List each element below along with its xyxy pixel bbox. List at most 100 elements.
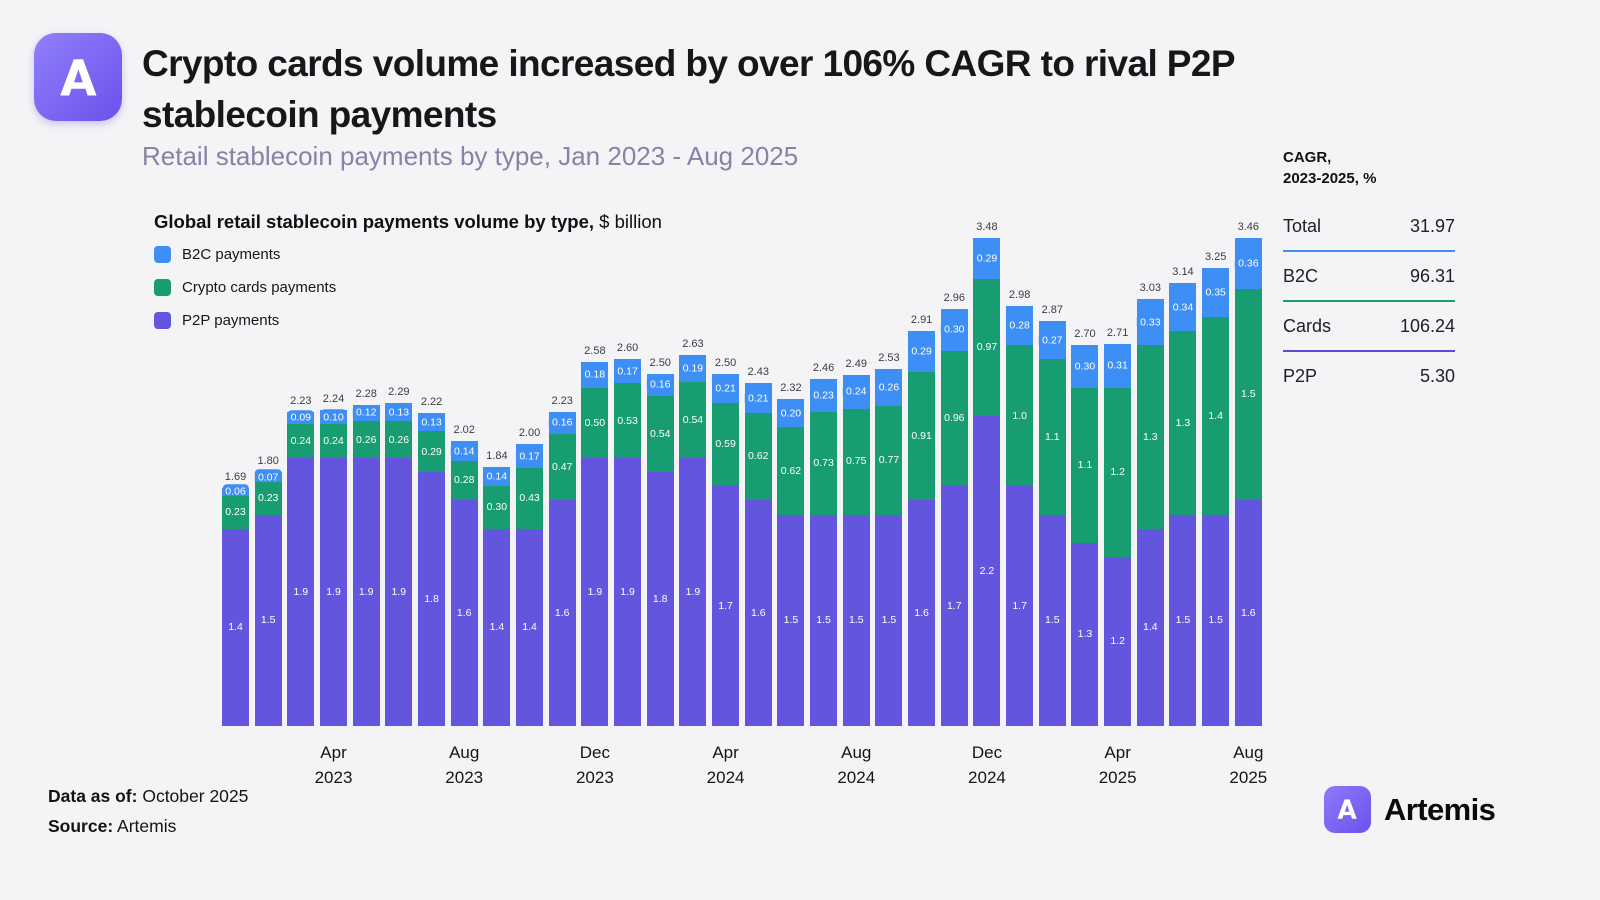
cagr-row-label: Total bbox=[1283, 216, 1322, 236]
segment-p2p: 1.9 bbox=[581, 458, 609, 726]
artemis-logo bbox=[34, 33, 122, 121]
legend-label-b2c: B2C payments bbox=[182, 246, 281, 263]
segment-b2c: 0.13 bbox=[418, 413, 446, 432]
bar-column-24: 3.48 0.29 0.97 2.2 bbox=[973, 221, 1001, 726]
segment-cards: 0.50 bbox=[581, 387, 609, 459]
segment-p2p: 1.7 bbox=[940, 486, 968, 726]
legend-item-b2c: B2C payments bbox=[154, 246, 336, 263]
axis-slot: Apr 2023 bbox=[315, 740, 353, 798]
bar-column-6: 2.29 0.13 0.26 1.9 bbox=[385, 386, 413, 726]
segment-b2c: 0.17 bbox=[516, 444, 544, 469]
segment-value-label: 0.24 bbox=[843, 384, 870, 400]
segment-cards: 0.23 bbox=[222, 496, 249, 529]
bar-total-label: 1.69 bbox=[224, 470, 247, 483]
segment-value-label: 0.17 bbox=[614, 363, 641, 380]
segment-value-label: 0.17 bbox=[516, 448, 543, 464]
segment-value-label: 1.1 bbox=[1044, 430, 1060, 443]
bar-total-label: 2.00 bbox=[518, 427, 541, 440]
cagr-row-b2c: B2C 96.31 bbox=[1283, 252, 1455, 300]
segment-value-label: 0.16 bbox=[549, 415, 576, 431]
bar-total-label: 1.80 bbox=[257, 455, 279, 468]
page-title-line2: stablecoin payments bbox=[142, 94, 497, 136]
segment-value-label: 0.16 bbox=[647, 377, 674, 393]
segment-value-label: 0.21 bbox=[712, 380, 739, 397]
chart-heading: Global retail stablecoin payments volume… bbox=[154, 211, 662, 233]
segment-value-label: 1.7 bbox=[1012, 599, 1027, 612]
segment-cards: 0.24 bbox=[320, 424, 348, 459]
bar-total-label: 3.14 bbox=[1172, 266, 1194, 279]
segment-value-label: 1.6 bbox=[554, 606, 570, 619]
segment-value-label: 1.6 bbox=[750, 606, 766, 619]
segment-cards: 0.96 bbox=[940, 350, 968, 487]
segment-cards: 0.54 bbox=[679, 382, 707, 459]
bar-column-22: 2.91 0.29 0.91 1.6 bbox=[908, 314, 936, 726]
segment-b2c: 0.16 bbox=[646, 373, 674, 397]
source: Source: Artemis bbox=[48, 816, 176, 837]
segment-b2c: 0.14 bbox=[450, 441, 478, 461]
bar-column-30: 3.14 0.34 1.3 1.5 bbox=[1169, 266, 1197, 726]
segment-p2p: 1.4 bbox=[1136, 528, 1164, 726]
bar-column-13: 2.60 0.17 0.53 1.9 bbox=[614, 342, 642, 726]
segment-cards: 0.28 bbox=[450, 460, 478, 501]
cagr-divider bbox=[1283, 300, 1455, 302]
axis-slot bbox=[1071, 740, 1098, 798]
axis-slot bbox=[1137, 740, 1164, 798]
bar-column-4: 2.24 0.10 0.24 1.9 bbox=[320, 393, 348, 726]
segment-value-label: 0.30 bbox=[1071, 358, 1099, 375]
axis-slot bbox=[287, 740, 314, 798]
b2c-swatch-icon bbox=[154, 246, 171, 263]
bar-column-29: 3.03 0.33 1.3 1.4 bbox=[1136, 282, 1164, 726]
bar-column-21: 2.53 0.26 0.77 1.5 bbox=[875, 352, 903, 726]
segment-value-label: 0.31 bbox=[1104, 358, 1131, 374]
x-tick-label: Apr 2024 bbox=[706, 743, 745, 787]
segment-value-label: 1.5 bbox=[816, 614, 831, 626]
segment-value-label: 1.0 bbox=[1012, 409, 1027, 422]
segment-value-label: 0.62 bbox=[780, 464, 802, 477]
segment-value-label: 0.28 bbox=[1006, 317, 1033, 334]
segment-p2p: 1.5 bbox=[810, 514, 838, 726]
segment-value-label: 0.26 bbox=[388, 433, 410, 446]
axis-slot bbox=[1039, 740, 1066, 798]
segment-p2p: 1.4 bbox=[516, 528, 544, 726]
axis-slot bbox=[255, 740, 282, 798]
page-subtitle: Retail stablecoin payments by type, Jan … bbox=[142, 141, 799, 171]
cagr-row-cards: Cards 106.24 bbox=[1283, 302, 1455, 350]
x-axis: Apr 2023 Aug 2023 Dec 2023 Apr 2024 Aug 2024 Dec 20… bbox=[222, 740, 1268, 798]
bar-column-16: 2.50 0.21 0.59 1.7 bbox=[712, 357, 740, 726]
segment-value-label: 1.5 bbox=[1044, 614, 1060, 626]
bar-total-label: 2.22 bbox=[420, 396, 443, 409]
bar-column-1: 1.69 0.06 0.23 1.4 bbox=[222, 471, 249, 726]
chart-legend: B2C payments Crypto cards payments P2P p… bbox=[154, 246, 336, 329]
segment-value-label: 1.9 bbox=[587, 585, 603, 598]
segment-p2p: 1.5 bbox=[1169, 514, 1197, 726]
segment-value-label: 1.5 bbox=[260, 614, 276, 626]
bar-column-9: 1.84 0.14 0.30 1.4 bbox=[483, 450, 511, 726]
segment-value-label: 1.3 bbox=[1143, 430, 1158, 443]
bar-total-label: 2.63 bbox=[682, 338, 704, 351]
chart-heading-unit: $ billion bbox=[594, 211, 662, 232]
cagr-row-label: P2P bbox=[1283, 366, 1318, 386]
segment-b2c: 0.07 bbox=[254, 469, 282, 485]
segment-value-label: 1.5 bbox=[1208, 614, 1223, 626]
segment-value-label: 0.06 bbox=[222, 484, 249, 500]
axis-slot bbox=[353, 740, 380, 798]
x-tick-label: Aug 2023 bbox=[445, 743, 484, 787]
artemis-footer-logo bbox=[1324, 786, 1371, 833]
segment-cards: 0.47 bbox=[548, 434, 576, 501]
segment-p2p: 1.6 bbox=[908, 500, 936, 726]
artemis-logo-glyph bbox=[1337, 799, 1358, 820]
bar-total-label: 2.50 bbox=[649, 356, 671, 369]
bar-column-31: 3.25 0.35 1.4 1.5 bbox=[1202, 251, 1230, 726]
segment-value-label: 0.50 bbox=[584, 416, 606, 429]
cagr-heading: CAGR, 2023-2025, % bbox=[1283, 147, 1455, 189]
segment-b2c: 0.34 bbox=[1169, 283, 1197, 332]
segment-p2p: 1.9 bbox=[679, 458, 707, 726]
bar-total-label: 2.28 bbox=[355, 387, 377, 400]
brand-footer: Artemis bbox=[1324, 786, 1496, 833]
axis-slot bbox=[745, 740, 772, 798]
segment-value-label: 0.29 bbox=[973, 250, 1001, 267]
segment-p2p: 1.7 bbox=[712, 486, 740, 726]
legend-label-cards: Crypto cards payments bbox=[182, 279, 337, 296]
bar-total-label: 3.46 bbox=[1237, 221, 1260, 234]
segment-p2p: 1.9 bbox=[320, 458, 348, 726]
